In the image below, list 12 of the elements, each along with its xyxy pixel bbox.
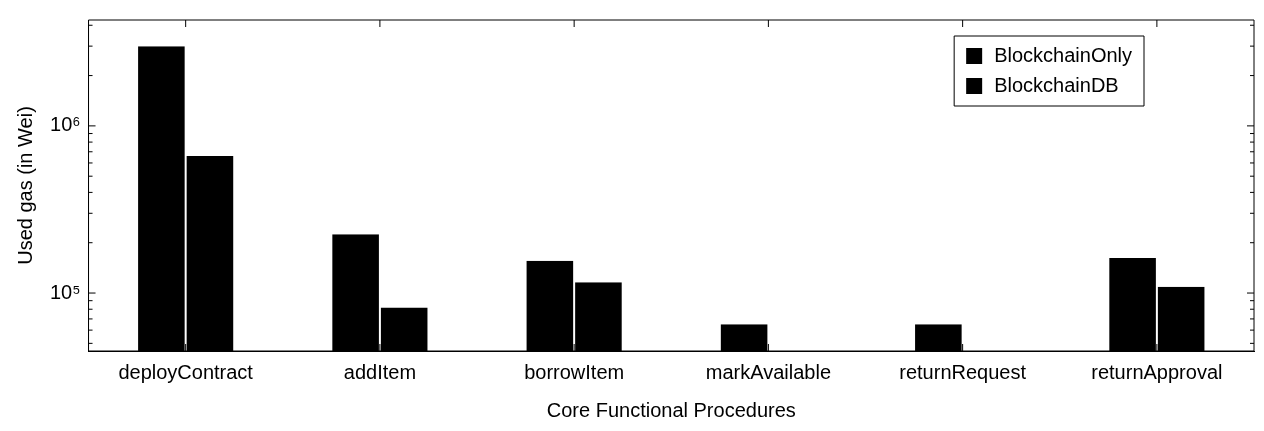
y-tick-label: 10⁶: [50, 113, 81, 136]
y-tick-label: 10⁵: [49, 280, 81, 303]
x-tick-label: addItem: [343, 360, 417, 383]
x-tick-label: returnApproval: [1091, 360, 1223, 383]
legend-label: BlockchainOnly: [994, 43, 1132, 66]
legend-label: BlockchainDB: [994, 73, 1119, 96]
y-axis-title: Used gas (in Wei): [13, 106, 36, 265]
x-axis-title: Core Functional Procedures: [546, 398, 796, 421]
x-tick-label: markAvailable: [705, 360, 832, 383]
x-tick-label: returnRequest: [899, 360, 1027, 383]
x-tick-label: borrowItem: [524, 360, 625, 383]
x-tick-label: deployContract: [118, 360, 254, 383]
